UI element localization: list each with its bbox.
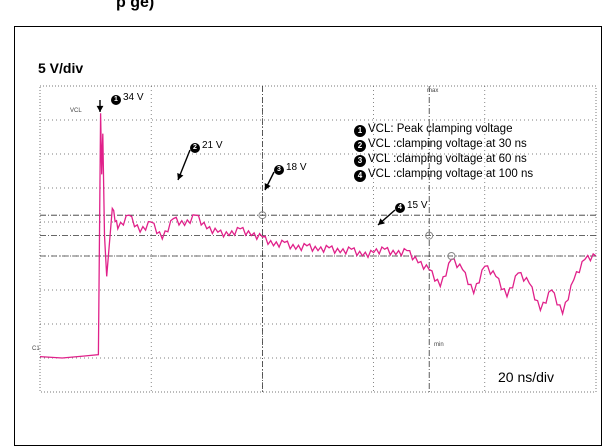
- annotation-2-number: 2: [190, 143, 200, 153]
- annotation-3: 3 18 V: [274, 162, 307, 175]
- time-per-div-label: 20 ns/div: [498, 369, 555, 385]
- vcl-marker-label: VCL: [70, 108, 82, 114]
- scope-screen-border: [39, 85, 597, 393]
- point-marker-2: [258, 211, 267, 220]
- legend-item-2-text: VCL :clamping voltage at 30 ns: [368, 138, 527, 150]
- annotation-2: 2 21 V: [190, 140, 223, 153]
- legend-item-4: 4 VCL :clamping voltage at 100 ns: [354, 167, 533, 182]
- volts-per-div-label: 5 V/div: [38, 60, 84, 76]
- annotation-3-value: 18 V: [286, 162, 307, 173]
- voltage-reference-lines: [40, 86, 596, 392]
- legend-item-2: 2 VCL :clamping voltage at 30 ns: [354, 137, 533, 152]
- point-marker-4: [447, 252, 456, 260]
- legend-item-4-number: 4: [354, 170, 366, 182]
- legend-item-1: 1 VCL: Peak clamping voltage: [354, 122, 533, 137]
- annotation-3-number: 3: [274, 165, 284, 175]
- annotation-arrows: [96, 100, 396, 226]
- legend-item-4-text: VCL :clamping voltage at 100 ns: [368, 168, 534, 180]
- legend-item-2-number: 2: [354, 140, 366, 152]
- annotation-4-value: 15 V: [407, 200, 428, 211]
- arrow-head-4: [378, 218, 385, 225]
- annotation-1-number: 1: [111, 95, 121, 105]
- cropped-title-fragment: p ge): [116, 0, 155, 11]
- arrow-head-2: [177, 173, 184, 180]
- annotation-1: 1 34 V: [111, 92, 144, 105]
- arrow-head-3: [264, 183, 271, 190]
- legend-item-1-text: VCL: Peak clamping voltage: [368, 123, 513, 135]
- legend-item-1-number: 1: [354, 125, 366, 137]
- figure-frame: [14, 26, 602, 446]
- annotation-2-value: 21 V: [202, 140, 223, 151]
- legend-item-3-number: 3: [354, 155, 366, 167]
- channel-1-marker: C1: [32, 346, 40, 352]
- annotation-1-value: 34 V: [123, 92, 144, 103]
- legend: 1 VCL: Peak clamping voltage 2 VCL :clampi…: [354, 122, 533, 182]
- annotation-4-number: 4: [395, 203, 405, 213]
- point-marker-3: [425, 231, 434, 240]
- min-marker-label: min: [434, 342, 444, 348]
- voltage-trace: [39, 113, 597, 359]
- legend-item-3: 3 VCL :clamping voltage at 60 ns: [354, 152, 533, 167]
- annotation-markers: [258, 211, 456, 260]
- legend-item-3-text: VCL :clamping voltage at 60 ns: [368, 153, 527, 165]
- max-marker-label: max: [427, 88, 439, 94]
- annotation-4: 4 15 V: [395, 200, 428, 213]
- arrow-head-1: [96, 105, 104, 112]
